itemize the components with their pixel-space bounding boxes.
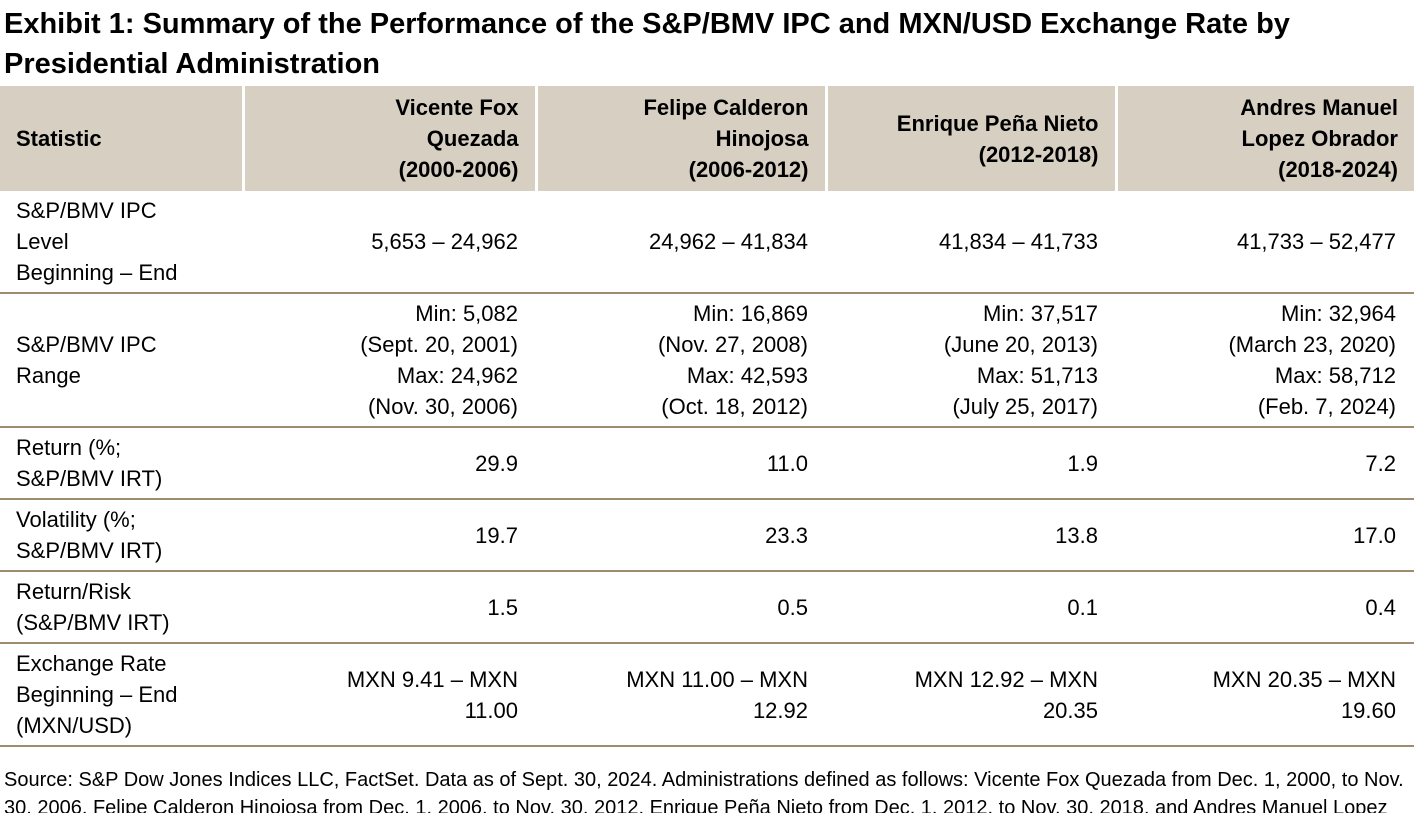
cell-value: 0.4 bbox=[1365, 594, 1396, 620]
row-label: S&P/BMV IPC Level Beginning – End bbox=[16, 198, 178, 285]
cell-value: 11.0 bbox=[766, 450, 808, 476]
table-body: S&P/BMV IPC Level Beginning – End 5,653 … bbox=[0, 191, 1414, 746]
table-row-ipc-level: S&P/BMV IPC Level Beginning – End 5,653 … bbox=[0, 191, 1414, 293]
fx-value: MXN 11.00 – MXN 12.92 bbox=[626, 666, 808, 723]
cell-value: Min: 37,517 (June 20, 2013) Max: 51,713 … bbox=[943, 301, 1098, 419]
header-cell-statistic: Statistic bbox=[0, 86, 243, 191]
cell-value: 0.5 bbox=[777, 594, 808, 620]
header-cell-admin-fox: Vicente Fox Quezada (2000-2006) bbox=[241, 86, 536, 191]
table-header: Statistic Vicente Fox Quezada (2000-2006… bbox=[0, 86, 1414, 191]
row-label: Return/Risk (S&P/BMV IRT) bbox=[16, 579, 170, 635]
header-row: Statistic Vicente Fox Quezada (2000-2006… bbox=[0, 86, 1414, 191]
cell-value: 13.8 bbox=[1055, 522, 1098, 548]
cell-value: 17.0 bbox=[1353, 522, 1396, 548]
cell-value: 19.7 bbox=[475, 522, 518, 548]
row-label: S&P/BMV IPC Range bbox=[16, 332, 157, 388]
fx-value: MXN 20.35 – MXN 19.60 bbox=[1212, 666, 1396, 723]
cell-value: 1.5 bbox=[487, 594, 518, 620]
cell-value: MXN 9.41 – MXN 11.00 bbox=[243, 643, 536, 746]
source-note: Source: S&P Dow Jones Indices LLC, FactS… bbox=[4, 769, 1404, 813]
cell-value: 7.2 bbox=[1365, 450, 1396, 476]
cell-value: MXN 12.92 – MXN 20.35 bbox=[826, 643, 1116, 746]
cell-value: 41,834 – 41,733 bbox=[938, 229, 1098, 254]
cell-value: 0.1 bbox=[1067, 594, 1098, 620]
cell-value: 23.3 bbox=[765, 522, 808, 548]
table-row-return-risk: Return/Risk (S&P/BMV IRT) 1.5 0.5 0.1 0.… bbox=[0, 571, 1414, 643]
fx-value: MXN 12.92 – MXN 20.35 bbox=[914, 666, 1098, 723]
cell-value: 29.9 bbox=[475, 450, 518, 476]
cell-value: Min: 16,869 (Nov. 27, 2008) Max: 42,593 … bbox=[657, 301, 808, 419]
header-cell-admin-lopez-obrador: Andres Manuel Lopez Obrador (2018-2024) bbox=[1114, 86, 1414, 191]
table-row-return: Return (%; S&P/BMV IRT) 29.9 11.0 1.9 7.… bbox=[0, 427, 1414, 499]
cell-value: 5,653 – 24,962 bbox=[371, 229, 518, 254]
cell-value: 24,962 – 41,834 bbox=[648, 229, 808, 254]
fx-value: MXN 9.41 – MXN 11.00 bbox=[346, 666, 518, 723]
table-row-exchange-rate: Exchange Rate Beginning – End (MXN/USD) … bbox=[0, 643, 1414, 746]
cell-value: Min: 32,964 (March 23, 2020) Max: 58,712… bbox=[1228, 301, 1396, 419]
exhibit-title: Exhibit 1: Summary of the Performance of… bbox=[4, 8, 1290, 80]
cell-value: Min: 5,082 (Sept. 20, 2001) Max: 24,962 … bbox=[360, 301, 518, 419]
table-row-volatility: Volatility (%; S&P/BMV IRT) 19.7 23.3 13… bbox=[0, 499, 1414, 571]
performance-table: Statistic Vicente Fox Quezada (2000-2006… bbox=[0, 86, 1414, 747]
row-label: Volatility (%; S&P/BMV IRT) bbox=[16, 507, 163, 563]
header-cell-admin-calderon: Felipe Calderon Hinojosa (2006-2012) bbox=[534, 86, 826, 191]
row-label: Return (%; S&P/BMV IRT) bbox=[16, 435, 163, 491]
cell-value: 41,733 – 52,477 bbox=[1236, 229, 1396, 254]
cell-value: 1.9 bbox=[1067, 450, 1098, 476]
header-cell-admin-pena-nieto: Enrique Peña Nieto (2012-2018) bbox=[824, 86, 1116, 191]
cell-value: MXN 11.00 – MXN 12.92 bbox=[536, 643, 826, 746]
row-label: Exchange Rate Beginning – End (MXN/USD) bbox=[16, 651, 178, 738]
cell-value: MXN 20.35 – MXN 19.60 bbox=[1116, 643, 1414, 746]
table-row-ipc-range: S&P/BMV IPC Range Min: 5,082 (Sept. 20, … bbox=[0, 293, 1414, 427]
